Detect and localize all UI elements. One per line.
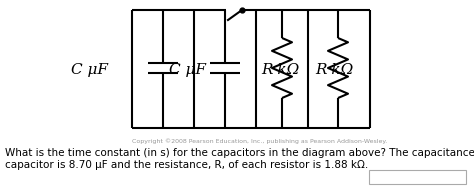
- Bar: [369, 170, 466, 184]
- Text: Copyright ©2008 Pearson Education, Inc., publishing as Pearson Addison-Wesley.: Copyright ©2008 Pearson Education, Inc.,…: [132, 138, 387, 144]
- Text: C μF: C μF: [169, 63, 206, 77]
- Text: C μF: C μF: [71, 63, 108, 77]
- Text: What is the time constant (in s) for the capacitors in the diagram above? The ca: What is the time constant (in s) for the…: [5, 148, 474, 158]
- Text: R kΩ: R kΩ: [315, 63, 353, 77]
- Text: R kΩ: R kΩ: [261, 63, 299, 77]
- Text: capacitor is 8.70 μF and the resistance, R, of each resistor is 1.88 kΩ.: capacitor is 8.70 μF and the resistance,…: [5, 160, 368, 170]
